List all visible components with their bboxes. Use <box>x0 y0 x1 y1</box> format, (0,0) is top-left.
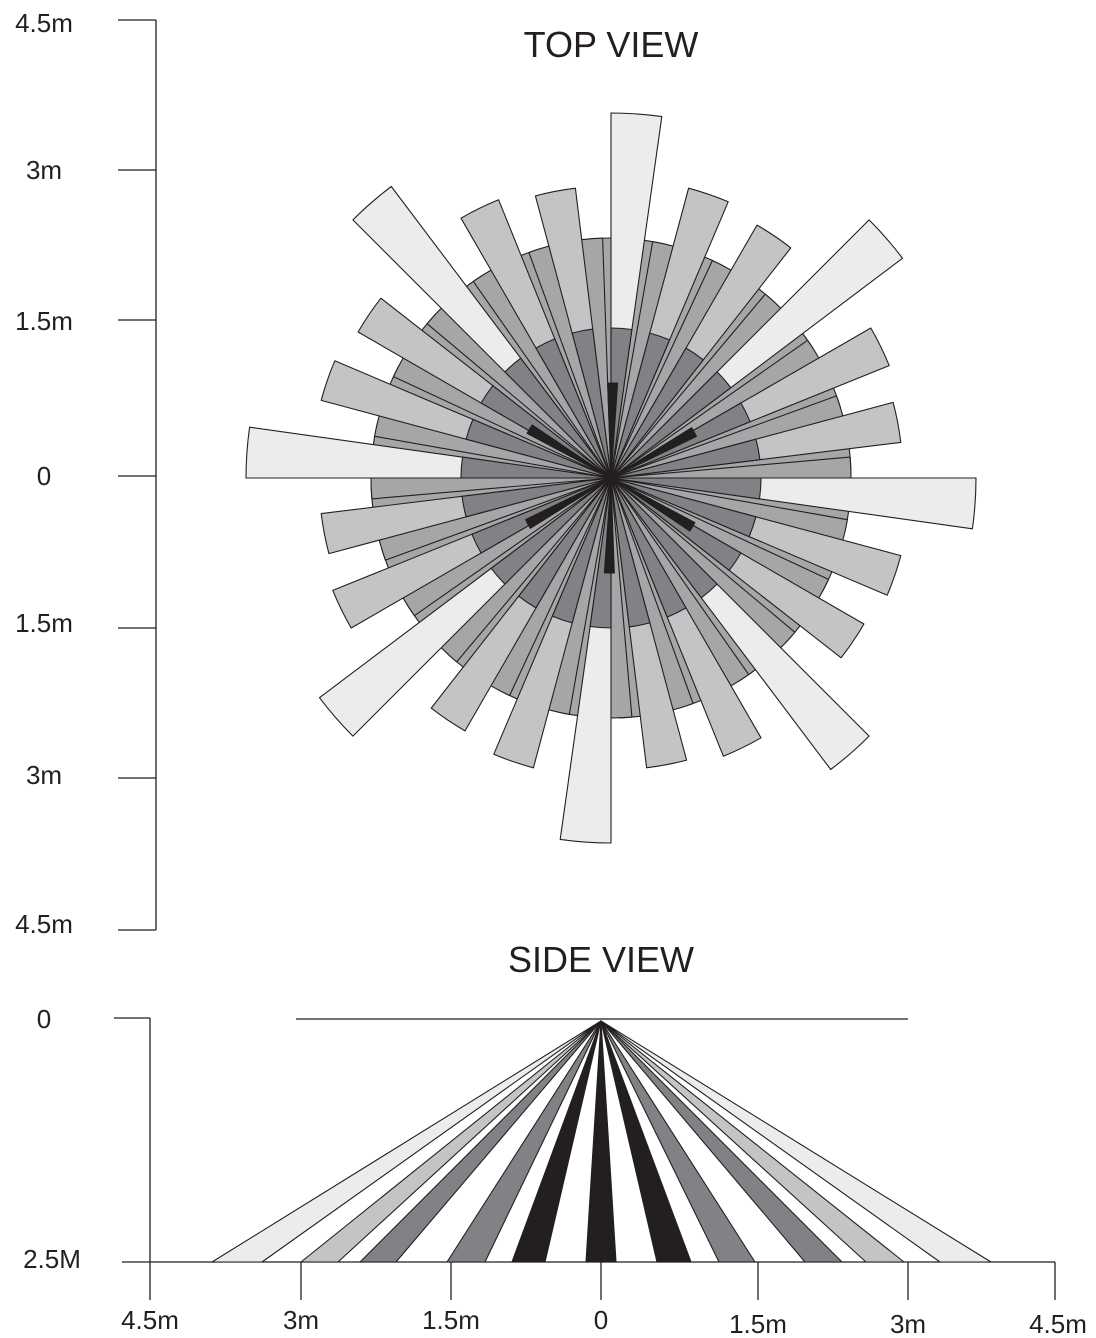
side-beam <box>211 1020 602 1263</box>
side-beam <box>600 1020 905 1263</box>
zone-core-segment <box>610 477 742 571</box>
top-view: TOP VIEW 4.5m 3m 1.5m 0 1.5m 3m 4.5m <box>15 8 977 939</box>
zone-center-segment <box>526 424 612 479</box>
zone-core-segment <box>610 477 651 628</box>
zone-center-segment <box>610 477 696 532</box>
side-x-label: 4.5m <box>1029 1309 1087 1338</box>
zone-core-segment <box>610 371 732 479</box>
zone-core-segment <box>589 477 612 629</box>
zone-center-segment <box>603 477 615 574</box>
side-x-label: 3m <box>890 1309 926 1338</box>
zone-core-segment <box>610 477 718 599</box>
top-view-scale-axis <box>118 19 157 931</box>
side-beam <box>600 1020 843 1263</box>
side-beam <box>600 1020 692 1263</box>
zone-core-segment <box>610 327 633 479</box>
zone-core-segment <box>610 438 761 479</box>
side-x-label: 1.5m <box>729 1309 787 1338</box>
side-beam <box>511 1020 602 1263</box>
side-view-title: SIDE VIEW <box>508 939 694 980</box>
side-y-label: 0 <box>37 1004 51 1034</box>
zone-core-segment <box>460 456 612 479</box>
zone-core-segment <box>461 477 612 518</box>
top-scale-label: 1.5m <box>15 306 73 336</box>
top-scale-label: 3m <box>26 155 62 185</box>
zone-core-segment <box>480 385 612 479</box>
side-beam <box>359 1020 602 1263</box>
zone-core-segment <box>535 338 612 479</box>
top-scale-label: 4.5m <box>15 8 73 38</box>
side-beam <box>585 1020 617 1263</box>
zone-core-segment <box>610 347 704 479</box>
zone-core-segment <box>518 477 612 609</box>
side-x-label: 1.5m <box>422 1305 480 1335</box>
side-y-label: 2.5M <box>23 1244 81 1274</box>
side-beam <box>600 1020 992 1263</box>
zone-core-segment <box>610 332 671 479</box>
top-scale-label: 4.5m <box>15 909 73 939</box>
side-view-x-labels: 4.5m 3m 1.5m 0 1.5m 3m 4.5m <box>121 1305 1087 1338</box>
zone-core-segment <box>610 477 687 618</box>
side-beam <box>446 1020 602 1263</box>
side-view-detection-pattern <box>211 1020 992 1263</box>
top-view-detection-pattern <box>245 112 977 844</box>
zone-center-segment <box>610 427 697 479</box>
side-x-label: 4.5m <box>121 1305 179 1335</box>
side-x-label: 0 <box>594 1305 608 1335</box>
top-scale-label: 0 <box>37 461 51 491</box>
side-beam <box>600 1020 756 1263</box>
zone-core-segment <box>571 328 612 479</box>
top-scale-label: 1.5m <box>15 608 73 638</box>
zone-core-segment <box>610 477 757 538</box>
zone-center-segment <box>525 477 612 529</box>
zone-core-segment <box>465 418 612 479</box>
zone-core-segment <box>610 477 762 500</box>
zone-center-segment <box>607 382 619 479</box>
side-view: SIDE VIEW 0 2.5M 4.5m 3m 1.5m 0 1.5m 3m … <box>23 939 1087 1338</box>
zone-core-segment <box>551 477 612 624</box>
side-x-label: 3m <box>283 1305 319 1335</box>
zone-core-segment <box>504 357 612 479</box>
side-beam <box>300 1020 602 1263</box>
top-view-title: TOP VIEW <box>524 24 699 65</box>
top-scale-label: 3m <box>26 760 62 790</box>
side-view-y-labels: 0 2.5M <box>23 1004 81 1274</box>
zone-core-segment <box>490 477 612 585</box>
top-view-scale-labels: 4.5m 3m 1.5m 0 1.5m 3m 4.5m <box>15 8 73 939</box>
